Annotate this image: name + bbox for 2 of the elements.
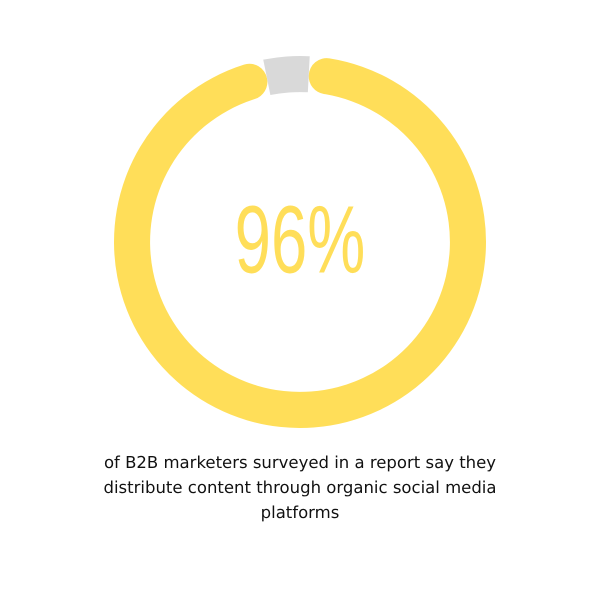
text: of B2B marketers surveyed in a report say they distribute content through organic social media platforms (102, 452, 498, 524)
data-label: 96% (234, 187, 366, 294)
